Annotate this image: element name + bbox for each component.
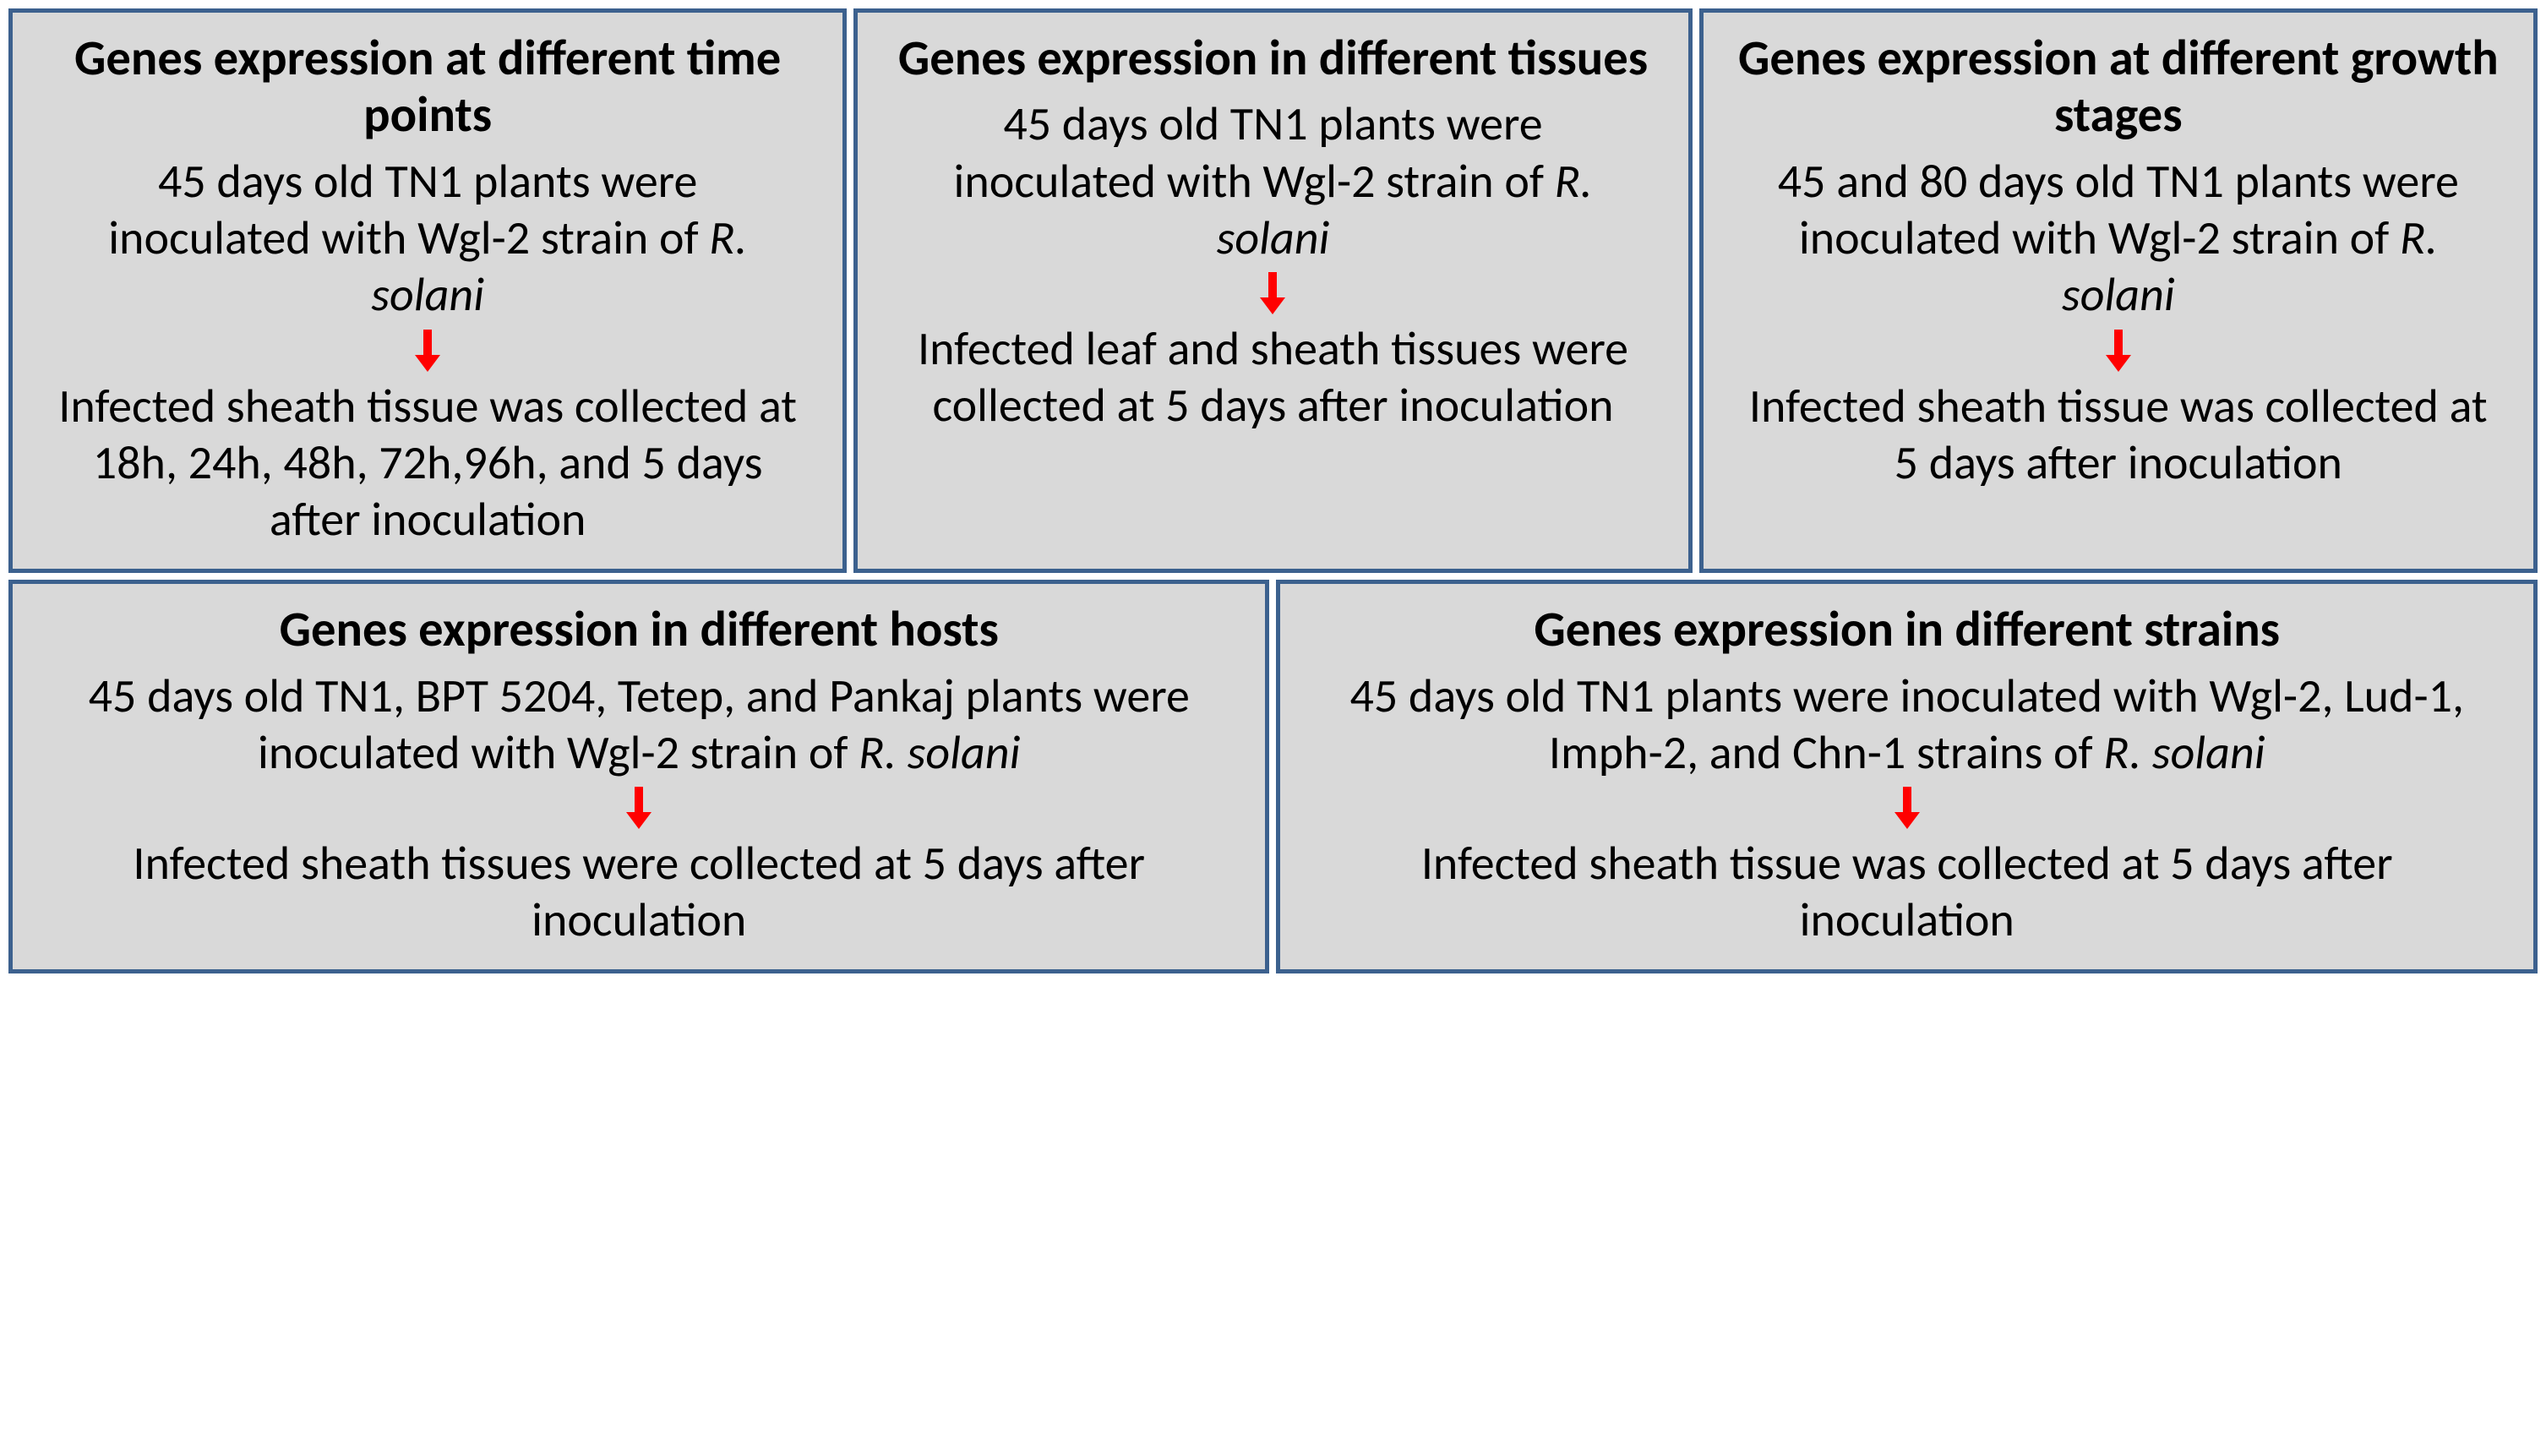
arrow-down-icon (415, 330, 440, 372)
card-step-2: Infected sheath tissue was collected at … (1333, 836, 2481, 949)
card-title: Genes expression at different growth sta… (1726, 30, 2511, 144)
card-step-1: 45 days old TN1, BPT 5204, Tetep, and Pa… (65, 668, 1213, 782)
card-title: Genes expression in different tissues (898, 30, 1648, 86)
card-step-2: Infected sheath tissue was collected at … (1745, 379, 2492, 492)
card-step-1: 45 days old TN1 plants were inoculated w… (54, 154, 801, 324)
card-strains: Genes expression in different strains 45… (1276, 580, 2538, 973)
card-hosts: Genes expression in different hosts 45 d… (8, 580, 1269, 973)
card-step-1: 45 days old TN1 plants were inoculated w… (1333, 668, 2481, 782)
card-time-points: Genes expression at different time point… (8, 8, 847, 573)
card-title: Genes expression in different hosts (280, 601, 999, 657)
card-tissues: Genes expression in different tissues 45… (853, 8, 1692, 573)
card-step-1: 45 and 80 days old TN1 plants were inocu… (1745, 154, 2492, 324)
arrow-down-icon (2106, 330, 2131, 372)
card-step-2: Infected sheath tissues were collected a… (65, 836, 1213, 949)
arrow-down-icon (1260, 272, 1285, 314)
card-title: Genes expression at different time point… (35, 30, 820, 144)
diagram-grid: Genes expression at different time point… (8, 8, 2538, 973)
card-growth-stages: Genes expression at different growth sta… (1699, 8, 2538, 573)
arrow-down-icon (1895, 787, 1920, 829)
card-step-1: 45 days old TN1 plants were inoculated w… (900, 96, 1647, 267)
arrow-down-icon (626, 787, 651, 829)
card-title: Genes expression in different strains (1534, 601, 2280, 657)
card-step-2: Infected leaf and sheath tissues were co… (900, 321, 1647, 434)
card-step-2: Infected sheath tissue was collected at … (54, 379, 801, 549)
